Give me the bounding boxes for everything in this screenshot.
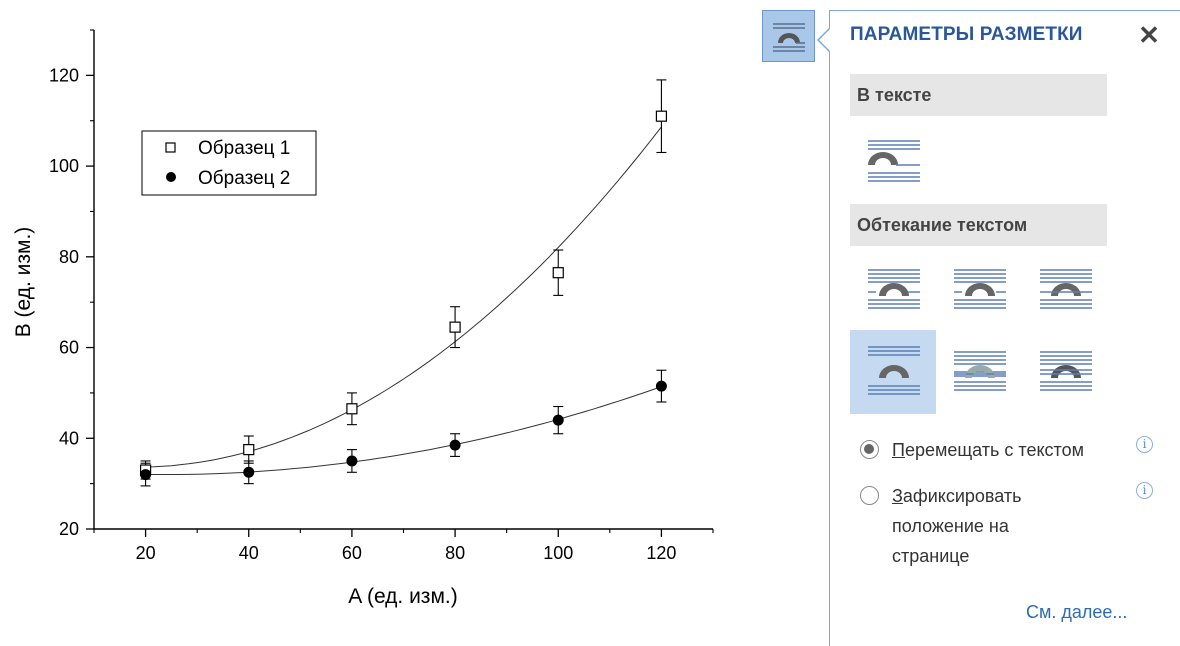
x-tick-label: 100 [543,543,573,563]
x-tick-label: 80 [445,543,465,563]
panel-title: ПАРАМЕТРЫ РАЗМЕТКИ [850,24,1083,45]
data-point-series-1 [655,110,668,122]
layout-options-panel: ПАРАМЕТРЫ РАЗМЕТКИ ✕ В тексте Обтекание … [817,10,1180,646]
radio-button-checked[interactable] [860,440,879,459]
data-point-series-1 [552,267,564,279]
section-wrap-header: Обтекание текстом [850,204,1107,246]
y-tick-label: 100 [49,156,79,176]
legend-label-series-1: Образец 1 [198,138,290,159]
radio-fix-accesskey: З [892,486,903,506]
option-square-wrap[interactable] [850,248,936,332]
option-top-bottom-wrap[interactable] [850,330,936,414]
scatter-chart: 20 40 60 80 100 120 20 40 60 80 100 120 A (ед. изм.… [12,29,714,608]
radio-move-accesskey: П [892,440,905,460]
data-point-series-2 [140,469,152,481]
close-icon[interactable]: ✕ [1138,20,1160,50]
data-point-series-1 [449,321,461,333]
y-tick-label: 120 [49,65,79,85]
info-icon[interactable]: i [1136,482,1153,499]
y-axis-label: B (ед. изм.) [12,227,35,338]
chart-legend: Образец 1 Образец 2 [141,130,317,196]
legend-marker-series-1 [165,142,176,153]
fit-curve-series-2 [145,386,662,475]
data-points [139,110,668,481]
legend-marker-series-2 [166,172,176,182]
option-inline-with-text[interactable] [850,123,936,207]
y-tick-label: 60 [59,338,79,358]
x-tick-label: 20 [136,543,156,563]
x-tick-label: 40 [239,543,259,563]
radio-button-unchecked[interactable] [860,486,879,505]
radio-fix-label-line2: положение на [892,516,1009,536]
legend-label-series-2: Образец 2 [198,168,290,189]
option-in-front-of-text[interactable] [1022,330,1108,414]
x-tick-label: 120 [646,543,676,563]
data-point-series-1 [346,403,358,415]
data-point-series-1 [243,444,255,456]
section-inline-header: В тексте [850,74,1107,116]
option-behind-text[interactable] [936,330,1022,414]
option-tight-wrap[interactable] [936,248,1022,332]
layout-options-button[interactable] [762,10,815,62]
option-through-wrap[interactable] [1022,248,1108,332]
fit-curves [145,126,662,475]
data-point-series-2 [449,439,461,451]
legend-box [141,130,317,196]
fit-curve-series-1 [145,126,662,468]
x-tick-label: 60 [342,543,362,563]
data-point-series-2 [243,466,255,478]
radio-fix-label: афиксировать [902,486,1022,506]
data-point-series-2 [346,455,358,467]
data-point-series-2 [552,414,564,426]
info-icon[interactable]: i [1136,436,1153,453]
radio-fix-label-line3: странице [892,546,970,566]
data-point-series-2 [655,380,667,392]
y-tick-label: 80 [59,247,79,267]
layout-inline-icon [773,23,805,52]
x-axis-label: A (ед. изм.) [348,585,457,608]
chart-ticks: 20 40 60 80 100 120 20 40 60 80 100 120 [49,29,714,563]
y-tick-label: 20 [59,519,79,539]
see-more-link[interactable]: См. далее... [1026,602,1128,622]
y-tick-label: 40 [59,428,79,448]
panel-pointer [817,28,830,52]
radio-move-label: еремещать с текстом [904,440,1084,460]
